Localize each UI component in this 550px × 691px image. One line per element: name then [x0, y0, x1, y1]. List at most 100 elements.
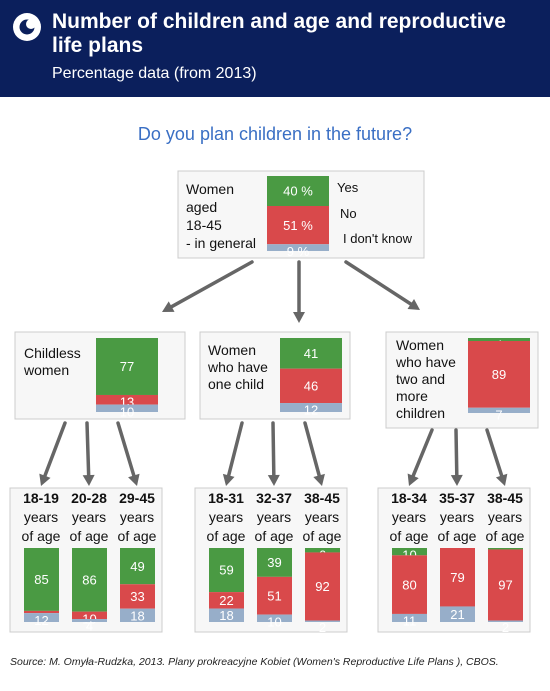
- age-label-1-3: years: [120, 509, 154, 525]
- arrow-root-to-one-child: [293, 260, 305, 323]
- group-label-2: one child: [208, 376, 264, 392]
- age-1-2-no-bar: [72, 611, 107, 620]
- age-label-3-1: years: [392, 509, 426, 525]
- age-1-2-yes-bar: [72, 548, 107, 612]
- arrow-root-to-two-plus: [344, 260, 420, 310]
- age-label-2-1: years: [209, 509, 243, 525]
- age-label-1-1: 18-19: [23, 490, 59, 506]
- age-3-3-yes-bar: [488, 548, 523, 550]
- group-2-yes-bar: [280, 338, 342, 369]
- group-label-3: children: [396, 405, 445, 421]
- age-1-3-yes-label: 49: [130, 559, 144, 574]
- age-3-2-no-bar: [440, 548, 475, 607]
- arrow-group-1-age-1: [39, 421, 67, 486]
- age-label-1-3: 29-45: [119, 490, 155, 506]
- age-2-3-no-bar: [305, 552, 340, 621]
- age-3-2-no-label: 79: [450, 570, 464, 585]
- age-3-3-no-bar: [488, 549, 523, 621]
- age-label-3-1: 18-34: [391, 490, 427, 506]
- age-3-2-dont-know-label: 21: [450, 607, 464, 622]
- age-label-2-3: of age: [303, 528, 342, 544]
- age-label-1-2: of age: [70, 528, 109, 544]
- age-2-1-dont-know-label: 18: [219, 608, 233, 623]
- group-3-yes-bar: [468, 338, 530, 341]
- age-2-2-yes-label: 39: [267, 555, 281, 570]
- age-label-2-3: years: [305, 509, 339, 525]
- group-2-yes-label: 41: [304, 346, 318, 361]
- root-label: - in general: [186, 235, 256, 251]
- age-1-3-dont-know-bar: [120, 608, 155, 622]
- age-1-2-dont-know-bar: [72, 619, 107, 622]
- legend-dont-know-label: I don't know: [343, 231, 413, 246]
- age-2-1-no-bar: [209, 592, 244, 609]
- age-1-1-no-bar: [24, 610, 59, 614]
- group-label-3: more: [396, 388, 428, 404]
- group-label-3: Women: [396, 337, 444, 353]
- age-2-2-no-bar: [257, 576, 292, 615]
- age-label-3-2: years: [440, 509, 474, 525]
- age-3-3-dont-know-bar: [488, 620, 523, 622]
- age-label-2-2: of age: [255, 528, 294, 544]
- group-label-3: two and: [396, 371, 445, 387]
- group-2-no-bar: [280, 368, 342, 404]
- age-2-3-no-label: 92: [315, 579, 329, 594]
- root-dont-know-bar: [267, 244, 329, 251]
- age-label-1-1: of age: [22, 528, 61, 544]
- age-3-1-dont-know-label: 11: [403, 614, 417, 629]
- arrow-group-2-age-3: [303, 421, 325, 486]
- age-3-2-dont-know-bar: [440, 606, 475, 622]
- age-1-3-yes-bar: [120, 548, 155, 585]
- group-label-2: who have: [207, 359, 268, 375]
- age-label-2-2: years: [257, 509, 291, 525]
- age-2-1-no-label: 22: [219, 593, 233, 608]
- age-label-3-3: of age: [486, 528, 525, 544]
- age-2-2-yes-bar: [257, 548, 292, 577]
- group-3-no-bar: [468, 341, 530, 408]
- age-2-3-dont-know-label: 2: [319, 620, 326, 635]
- root-yes-bar: [267, 176, 329, 206]
- group-1-dont-know-bar: [96, 404, 158, 412]
- group-3-no-label: 89: [492, 367, 506, 382]
- arrow-group-3-age-3: [485, 428, 508, 486]
- age-label-1-2: 20-28: [71, 490, 107, 506]
- age-2-3-yes-bar: [305, 548, 340, 553]
- age-label-2-1: of age: [207, 528, 246, 544]
- age-1-1-yes-bar: [24, 548, 59, 611]
- age-2-1-yes-bar: [209, 548, 244, 593]
- age-label-2-3: 38-45: [304, 490, 340, 506]
- age-1-3-no-bar: [120, 584, 155, 609]
- age-1-3-no-label: 33: [130, 589, 144, 604]
- root-no-label: 51 %: [283, 218, 313, 233]
- age-3-1-no-bar: [392, 555, 427, 614]
- age-1-2-dont-know-label: 4: [86, 619, 93, 634]
- age-2-2-dont-know-bar: [257, 614, 292, 622]
- group-1-dont-know-label: 10: [120, 404, 134, 419]
- group-3-dont-know-bar: [468, 407, 530, 413]
- group-label-2: Women: [208, 342, 256, 358]
- arrow-group-3-age-2: [450, 428, 463, 486]
- age-3-1-yes-bar: [392, 548, 427, 556]
- age-label-3-3: years: [488, 509, 522, 525]
- root-label: Women: [186, 181, 234, 197]
- group-2-dont-know-bar: [280, 403, 342, 412]
- page-subtitle: Percentage data (from 2013): [52, 65, 257, 82]
- chart: Do you plan children in the future? Women…: [9, 124, 539, 635]
- logo-icon: [13, 13, 41, 41]
- legend-yes-label: Yes: [337, 180, 359, 195]
- source-note: Source: M. Omyła-Rudzka, 2013. Plany pro…: [10, 656, 499, 668]
- age-1-1-yes-label: 85: [34, 572, 48, 587]
- age-1-2-no-label: 10: [82, 611, 96, 626]
- age-label-2-1: 18-31: [208, 490, 244, 506]
- age-2-1-yes-label: 59: [219, 563, 233, 578]
- age-label-3-2: of age: [438, 528, 477, 544]
- group-3-dont-know-label: 7: [495, 407, 502, 422]
- age-label-3-2: 35-37: [439, 490, 475, 506]
- age-label-1-1: years: [24, 509, 58, 525]
- group-2-dont-know-label: 12: [304, 403, 318, 418]
- root-label: aged: [186, 199, 217, 215]
- group-1-no-bar: [96, 394, 158, 405]
- age-2-3-dont-know-bar: [305, 620, 340, 622]
- group-1-yes-bar: [96, 338, 158, 395]
- root-no-bar: [267, 206, 329, 245]
- arrow-root-to-childless: [162, 260, 254, 312]
